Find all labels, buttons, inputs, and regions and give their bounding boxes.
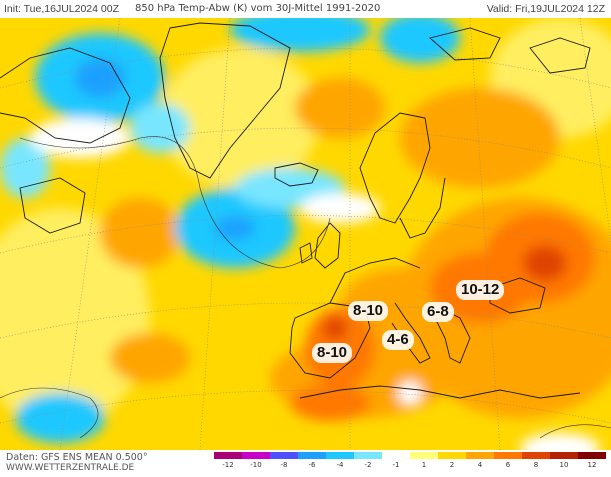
chart-footer: Daten: GFS ENS MEAN 0.500° WWW.WETTERZEN… [0, 450, 611, 477]
data-source: Daten: GFS ENS MEAN 0.500° [6, 452, 148, 463]
legend-tick-label: -2 [364, 461, 372, 469]
legend-swatch [382, 452, 410, 459]
annotation-spain: 8-10 [312, 343, 353, 363]
valid-time: Valid: Fri,19JUL2024 12Z [486, 3, 605, 15]
legend-tick-label: 12 [587, 461, 597, 469]
legend-swatch [438, 452, 466, 459]
legend-tick-label: 10 [559, 461, 569, 469]
annotation-italy: 4-6 [382, 330, 414, 350]
legend-tick-label: -6 [308, 461, 316, 469]
annotation-adriatic: 6-8 [422, 302, 454, 322]
legend-swatch [270, 452, 298, 459]
legend-bar [214, 452, 606, 459]
chart-title: 850 hPa Temp-Abw (K) vom 30J-Mittel 1991… [135, 3, 381, 14]
legend-ticks: -12 -10 -8 -6 -4 -2 -1 1 2 4 6 8 10 12 [214, 461, 606, 471]
legend-swatch [354, 452, 382, 459]
legend-tick-label: -4 [336, 461, 344, 469]
legend-tick-label: 6 [505, 461, 511, 469]
anomaly-field [0, 18, 611, 450]
coastlines [0, 22, 591, 399]
legend-tick-label: 8 [533, 461, 539, 469]
legend-tick-label: 2 [449, 461, 455, 469]
init-time: Init: Tue,16JUL2024 00Z [4, 3, 119, 15]
legend-tick-label: -1 [392, 461, 400, 469]
legend-tick-label: 4 [477, 461, 483, 469]
legend-swatch [298, 452, 326, 459]
chart-header: Init: Tue,16JUL2024 00Z 850 hPa Temp-Abw… [0, 0, 611, 18]
map-canvas [0, 18, 611, 450]
anomaly-map: 8-10 8-10 4-6 6-8 10-12 [0, 18, 611, 450]
legend-tick-label: -10 [250, 461, 262, 469]
legend-swatch [550, 452, 578, 459]
legend-tick-label: 1 [421, 461, 427, 469]
legend-tick-label: -8 [280, 461, 288, 469]
annotation-france: 8-10 [348, 301, 389, 321]
legend-swatch [410, 452, 438, 459]
legend-swatch [214, 452, 242, 459]
legend-swatch [578, 452, 606, 459]
legend-swatch [494, 452, 522, 459]
annotation-balkans: 10-12 [456, 280, 505, 300]
legend-swatch [466, 452, 494, 459]
site-credit: WWW.WETTERZENTRALE.DE [6, 463, 135, 473]
legend-swatch [522, 452, 550, 459]
legend-swatch [242, 452, 270, 459]
legend-swatch [326, 452, 354, 459]
graticule [0, 18, 611, 450]
legend-tick-label: -12 [222, 461, 234, 469]
color-legend: -12 -10 -8 -6 -4 -2 -1 1 2 4 6 8 10 12 [214, 452, 606, 476]
contours [0, 136, 611, 439]
